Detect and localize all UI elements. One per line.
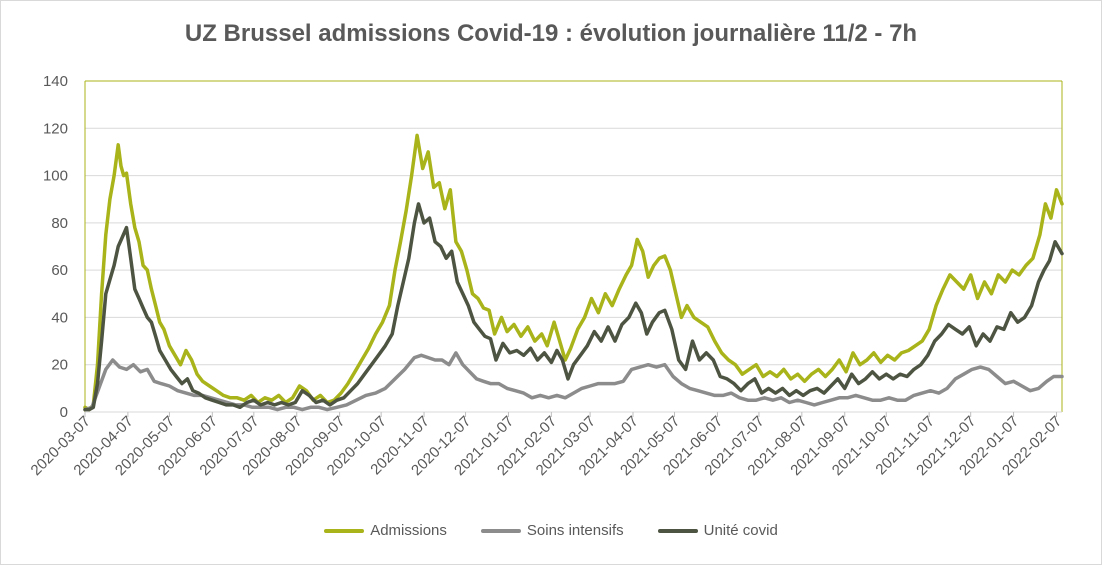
y-tick-label: 80 [51, 215, 68, 232]
axes [84, 80, 1063, 417]
y-tick-label: 40 [51, 309, 68, 326]
legend-swatch [324, 528, 365, 533]
gridlines [85, 80, 1062, 366]
y-tick-label: 60 [51, 262, 68, 279]
legend-label: Soins intensifs [526, 522, 624, 539]
legend-swatch [657, 528, 698, 533]
x-tick-labels: 2020-03-072020-04-072020-05-072020-06-07… [28, 413, 1066, 479]
y-tick-label: 100 [43, 168, 68, 185]
y-tick-label: 0 [60, 404, 68, 421]
series-lines [83, 133, 1064, 412]
legend-swatch [480, 528, 521, 533]
series-line-2 [83, 351, 1064, 412]
y-tick-label: 120 [43, 120, 68, 137]
legend-label: Unité covid [703, 522, 778, 539]
y-tick-label: 20 [51, 357, 68, 374]
legend-item: Soins intensifs [480, 522, 624, 539]
legend: Admissions Soins intensifs Unité covid [0, 522, 1102, 539]
legend-label: Admissions [370, 522, 447, 539]
chart-title: UZ Brussel admissions Covid-19 : évoluti… [184, 20, 918, 47]
legend-item: Admissions [324, 522, 447, 539]
y-tick-label: 140 [43, 73, 68, 90]
series-line-1 [83, 133, 1064, 412]
y-tick-labels: 0 20 40 60 80 100 120 140 [43, 73, 68, 421]
series-line-3 [83, 202, 1064, 412]
legend-item: Unité covid [657, 522, 778, 539]
